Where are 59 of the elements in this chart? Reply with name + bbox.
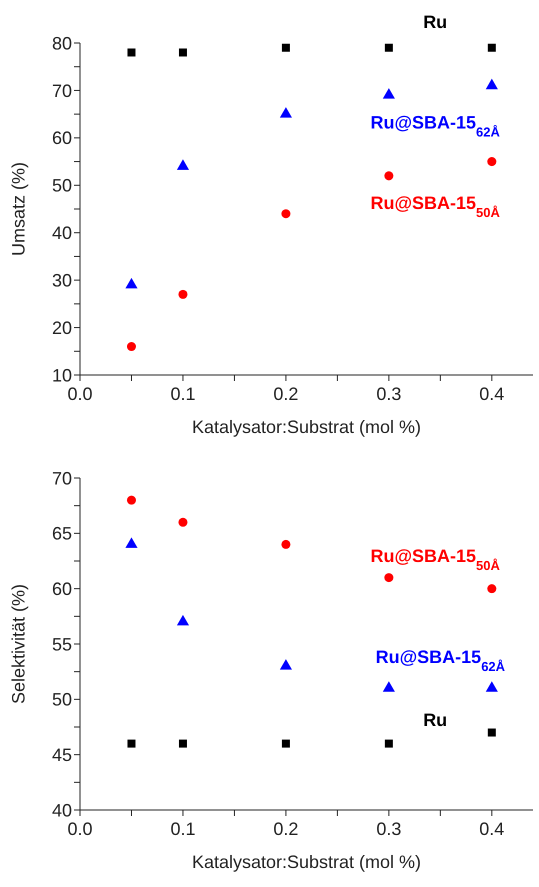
y-tick-label: 55 — [52, 634, 72, 654]
y-tick-label: 80 — [52, 33, 72, 54]
y-tick-label: 40 — [52, 800, 72, 820]
point — [178, 518, 188, 527]
y-axis-title: Selektivität (%) — [8, 584, 28, 704]
x-tick-label: 0.3 — [376, 818, 402, 839]
x-tick-label: 0.4 — [479, 384, 504, 404]
point — [487, 157, 496, 166]
y-tick-label: 50 — [52, 690, 72, 710]
point — [127, 48, 136, 56]
point — [126, 496, 136, 505]
x-tick-label: 0.0 — [67, 384, 93, 404]
x-tick-label: 0.3 — [376, 384, 402, 404]
series-label: Ru — [423, 12, 448, 32]
series-label: Ru@SBA-15$_{62Å}$ — [370, 112, 501, 139]
point — [486, 78, 498, 90]
point — [488, 44, 496, 52]
y-tick-label: 10 — [52, 365, 72, 386]
series-label: Ru@SBA-15$_{50Å}$ — [370, 193, 501, 220]
y-tick-label: 70 — [52, 80, 72, 101]
point — [176, 159, 190, 170]
point — [382, 88, 395, 99]
x-tick-label: 0.2 — [273, 384, 298, 404]
point — [178, 290, 188, 299]
point — [280, 107, 292, 118]
point — [282, 740, 290, 748]
point — [487, 584, 496, 594]
y-tick-label: 65 — [52, 524, 72, 544]
y-tick-label: 70 — [52, 468, 72, 488]
y-tick-label: 45 — [52, 745, 72, 766]
series-label: Ru@SBA-15$_{50Å}$ — [370, 546, 501, 573]
point — [126, 342, 136, 352]
point — [282, 44, 290, 52]
point — [178, 740, 187, 748]
point — [488, 728, 496, 737]
point — [178, 48, 187, 56]
series-label: Ru — [423, 710, 448, 730]
x-tick-label: 0.0 — [67, 818, 93, 839]
y-tick-label: 40 — [52, 223, 72, 244]
x-tick-label: 0.1 — [170, 384, 196, 404]
x-tick-label: 0.2 — [273, 818, 298, 839]
x-tick-label: 0.1 — [170, 818, 196, 839]
y-tick-label: 60 — [52, 128, 72, 148]
point — [281, 540, 290, 549]
x-tick-label: 0.4 — [479, 818, 504, 839]
y-tick-label: 30 — [52, 270, 72, 291]
point — [281, 209, 290, 218]
y-axis-title: Umsatz (%) — [8, 162, 28, 256]
point — [384, 171, 394, 180]
point — [384, 573, 394, 582]
x-axis-title: Katalysator:Substrat (mol %) — [192, 417, 422, 437]
point — [384, 740, 393, 748]
point — [384, 44, 393, 52]
point — [127, 740, 136, 748]
y-tick-label: 20 — [52, 318, 72, 338]
y-tick-label: 60 — [52, 579, 72, 600]
y-tick-label: 50 — [52, 176, 72, 196]
x-axis-title: Katalysator:Substrat (mol %) — [192, 852, 422, 872]
series-label: Ru@SBA-15$_{62Å}$ — [376, 646, 506, 674]
